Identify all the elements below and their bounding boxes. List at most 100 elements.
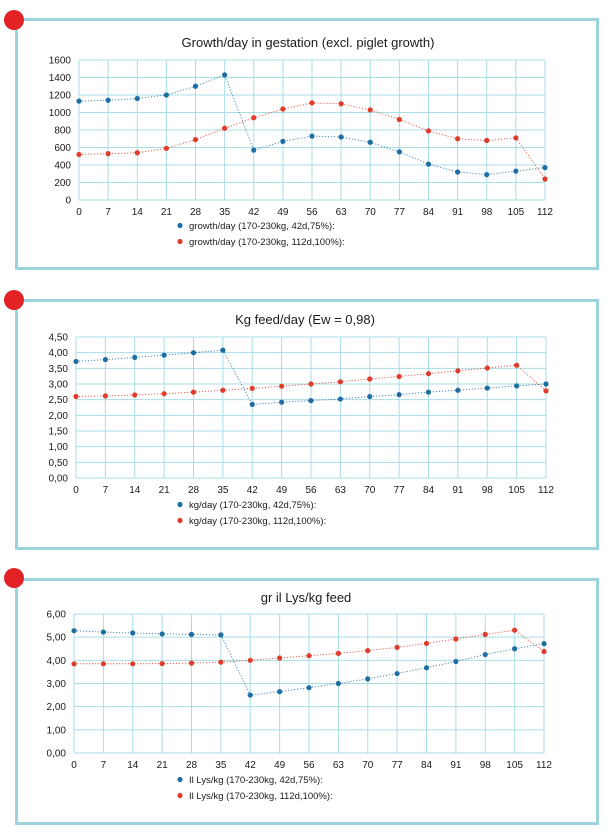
- y-tick-label: 1,50: [49, 427, 69, 438]
- y-tick-label: 6,00: [47, 610, 67, 621]
- x-tick-label: 14: [127, 760, 139, 771]
- y-tick-label: 1200: [49, 91, 72, 102]
- data-point: [423, 665, 430, 671]
- data-point: [453, 636, 459, 642]
- data-point: [337, 379, 343, 385]
- data-point: [338, 101, 344, 107]
- data-point: [309, 100, 315, 106]
- data-point: [394, 670, 400, 677]
- data-point: [455, 368, 461, 374]
- data-point: [163, 92, 169, 98]
- data-point: [218, 659, 224, 665]
- x-tick-label: 49: [274, 760, 286, 771]
- y-tick-label: 800: [54, 126, 71, 137]
- legend-label: Il Lys/kg (170-230kg, 112d,100%):: [189, 791, 333, 802]
- data-point: [71, 628, 77, 634]
- y-tick-label: 400: [54, 161, 71, 172]
- data-point: [365, 648, 371, 654]
- data-point: [514, 383, 520, 389]
- y-tick-label: 1,00: [47, 725, 67, 736]
- legend-marker: [177, 501, 183, 508]
- data-point: [188, 631, 195, 637]
- x-tick-label: 70: [365, 207, 377, 218]
- chart-title: Kg feed/day (Ew = 0,98): [235, 312, 375, 327]
- x-tick-label: 91: [452, 485, 464, 496]
- data-point: [309, 133, 315, 139]
- data-point: [190, 350, 197, 356]
- data-point: [161, 391, 167, 397]
- data-point: [543, 381, 549, 387]
- x-tick-label: 63: [335, 485, 347, 496]
- y-tick-label: 2,00: [49, 411, 69, 422]
- x-tick-label: 7: [105, 207, 111, 218]
- data-point: [134, 95, 140, 102]
- y-tick-label: 5,00: [47, 633, 67, 644]
- data-point: [132, 392, 138, 398]
- x-tick-label: 112: [537, 207, 553, 218]
- x-tick-label: 7: [101, 760, 107, 771]
- data-point: [251, 115, 257, 121]
- data-point: [105, 97, 111, 103]
- data-point: [71, 661, 77, 667]
- y-tick-label: 3,00: [47, 679, 67, 690]
- data-point: [192, 137, 199, 143]
- legend-marker: [177, 517, 183, 524]
- chart-1: Growth/day in gestation (excl. piglet gr…: [49, 35, 554, 248]
- data-point: [161, 352, 167, 358]
- marker-dot: [4, 10, 24, 30]
- x-tick-label: 70: [362, 760, 374, 771]
- data-point: [513, 135, 519, 141]
- x-tick-label: 0: [73, 485, 79, 496]
- data-point: [159, 660, 165, 667]
- legend-marker: [177, 222, 183, 229]
- data-point: [222, 72, 228, 78]
- y-tick-label: 1,00: [49, 442, 69, 453]
- data-point: [163, 145, 169, 151]
- panel-lys: [15, 578, 599, 825]
- legend-label: growth/day (170-230kg, 42d,75%):: [189, 221, 335, 232]
- data-point: [367, 393, 373, 400]
- data-point: [279, 399, 285, 405]
- data-point: [249, 401, 255, 407]
- data-point: [425, 128, 432, 134]
- data-point: [512, 646, 518, 652]
- data-point: [279, 383, 285, 389]
- data-point: [453, 658, 459, 665]
- y-tick-label: 3,00: [49, 380, 69, 391]
- y-tick-label: 0,00: [47, 749, 67, 760]
- data-point: [277, 655, 283, 661]
- chart-title: Growth/day in gestation (excl. piglet gr…: [182, 35, 435, 50]
- legend-label: kg/day (170-230kg, 112d,100%):: [189, 516, 326, 527]
- data-point: [73, 358, 79, 365]
- x-tick-label: 21: [161, 207, 173, 218]
- data-point: [190, 389, 197, 395]
- data-point: [159, 631, 165, 637]
- data-point: [484, 385, 490, 391]
- x-tick-label: 84: [423, 485, 435, 496]
- data-point: [220, 347, 226, 353]
- x-tick-label: 35: [219, 207, 231, 218]
- data-point: [423, 640, 430, 647]
- data-point: [306, 685, 312, 691]
- data-point: [484, 172, 490, 178]
- x-tick-label: 105: [508, 485, 525, 496]
- data-point: [514, 362, 520, 368]
- data-point: [455, 387, 461, 393]
- x-tick-label: 0: [71, 760, 77, 771]
- y-tick-label: 0,50: [49, 458, 69, 469]
- data-point: [484, 137, 490, 144]
- x-tick-label: 42: [245, 760, 257, 771]
- legend-marker: [177, 792, 183, 799]
- x-tick-label: 91: [452, 207, 464, 218]
- data-point: [130, 661, 136, 667]
- x-tick-label: 84: [421, 760, 433, 771]
- y-tick-label: 1000: [49, 108, 72, 119]
- y-tick-label: 2,00: [47, 702, 67, 713]
- chart-title: gr il Lys/kg feed: [261, 590, 352, 605]
- data-point: [338, 134, 344, 140]
- data-point: [396, 392, 402, 398]
- data-point: [542, 176, 548, 182]
- data-point: [218, 632, 224, 638]
- marker-dot: [4, 290, 24, 310]
- data-point: [541, 641, 547, 647]
